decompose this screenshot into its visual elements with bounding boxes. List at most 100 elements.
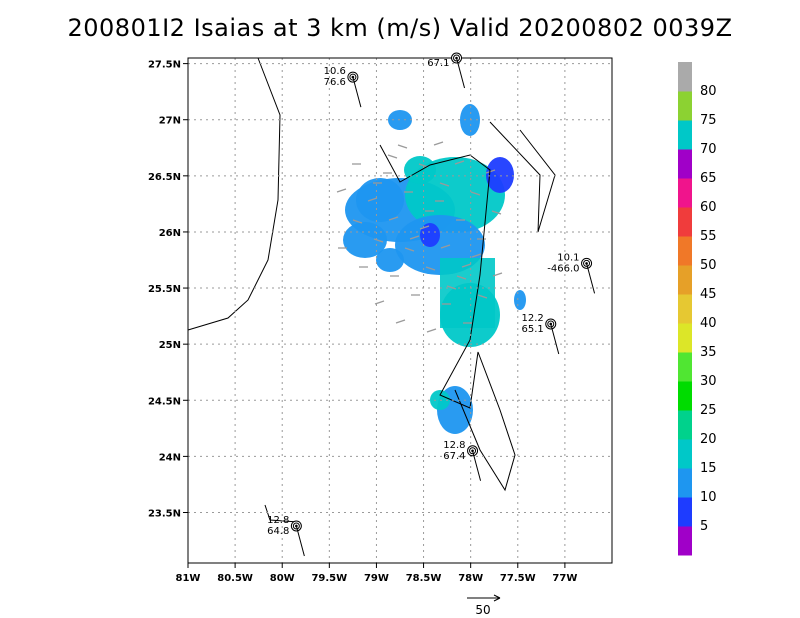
x-tick-label: 77W	[552, 573, 577, 584]
station-ring	[469, 447, 477, 455]
x-tick-label: 78W	[458, 573, 483, 584]
colorbar-swatch	[678, 526, 692, 556]
station-ring	[453, 54, 461, 62]
reference-arrowhead	[493, 594, 501, 602]
wind-vector	[477, 294, 488, 299]
wind-vector	[404, 247, 415, 252]
wind-barb	[550, 323, 560, 355]
echo-patch	[343, 222, 387, 258]
wind-vector	[491, 210, 502, 215]
colorbar: 5 10 15 20 25 30 35 40 45 50 55 60 65 70 75 80	[678, 62, 717, 556]
plot-frame	[187, 57, 613, 564]
y-tick-label: 25N	[159, 340, 181, 351]
colorbar-swatch	[678, 410, 692, 440]
y-tick-label: 27N	[159, 116, 181, 127]
colorbar-swatch	[678, 91, 692, 121]
colorbar-swatch	[678, 294, 692, 324]
wind-vector	[471, 253, 482, 258]
echo-patch	[376, 248, 404, 272]
x-tick-label: 81W	[176, 573, 201, 584]
wind-vector	[352, 219, 363, 224]
colorbar-swatch	[678, 178, 692, 208]
wind-vector	[425, 266, 436, 271]
station-label-bottom: 76.6	[324, 77, 346, 88]
stations: 10.676.667.110.1-466.012.265.112.867.412…	[267, 52, 596, 557]
colorbar-label: 55	[700, 229, 717, 244]
colorbar-label: 50	[700, 258, 717, 273]
y-tick-label: 26.5N	[148, 172, 181, 183]
colorbar-label: 45	[700, 287, 717, 302]
wind-barb	[295, 525, 305, 557]
station-label-bottom: 65.1	[521, 324, 543, 335]
station-marker: 12.864.8	[267, 515, 305, 557]
wind-vector	[440, 244, 451, 249]
station-ring	[547, 320, 555, 328]
station-label-bottom: 64.8	[267, 526, 289, 537]
station-label-top: 12.8	[443, 440, 465, 451]
station-label-bottom: 67.1	[427, 58, 449, 69]
colorbar-swatch	[678, 120, 692, 150]
echo-patch	[486, 157, 514, 193]
colorbar-label: 30	[700, 374, 717, 389]
colorbar-label: 25	[700, 403, 717, 418]
wind-vector	[373, 238, 384, 243]
x-tick-label: 80.5W	[217, 573, 253, 584]
colorbar-swatch	[678, 62, 692, 92]
y-tick-label: 27.5N	[148, 60, 181, 71]
colorbar-swatch	[678, 468, 692, 498]
station-marker: 12.265.1	[521, 313, 560, 355]
wind-vector	[485, 169, 496, 174]
colorbar-swatch	[678, 323, 692, 353]
wind-vector	[374, 300, 385, 305]
reference-label: 50	[475, 603, 490, 617]
grid-lines	[187, 58, 612, 563]
x-tick-label: 79W	[364, 573, 389, 584]
colorbar-swatch	[678, 207, 692, 237]
coastline	[379, 144, 516, 492]
y-tick-label: 26N	[159, 228, 181, 239]
echo-patch	[420, 223, 440, 247]
axis-ticks: 81W 80.5W 80W 79.5W 79W 78.5W 78W 77.5W 77W 23.5N…	[148, 60, 577, 584]
colorbar-label: 20	[700, 432, 717, 447]
echo-patch	[404, 156, 436, 184]
station-ring	[349, 73, 357, 81]
station-label-top: 12.8	[267, 515, 289, 526]
colorbar-label: 65	[700, 171, 717, 186]
colorbar-label: 40	[700, 316, 717, 331]
colorbar-swatch	[678, 381, 692, 411]
wind-vector	[461, 263, 472, 268]
wind-barb	[586, 263, 596, 294]
station-label-bottom: 67.4	[443, 451, 465, 462]
x-tick-label: 79.5W	[311, 573, 347, 584]
wind-barb	[352, 76, 362, 108]
colorbar-swatch	[678, 236, 692, 266]
station-marker: 12.867.4	[443, 440, 482, 481]
colorbar-label: 70	[700, 142, 717, 157]
velocity-field	[336, 104, 526, 434]
wind-vector	[409, 235, 420, 240]
x-tick-label: 77.5W	[500, 573, 536, 584]
wind-barb	[472, 450, 482, 481]
colorbar-swatch	[678, 497, 692, 527]
wind-vector	[397, 144, 408, 149]
y-tick-label: 25.5N	[148, 284, 181, 295]
colorbar-label: 15	[700, 461, 717, 476]
wind-barb	[456, 57, 466, 89]
wind-vector	[336, 188, 347, 193]
echo-patch	[356, 178, 404, 222]
station-ring	[292, 522, 300, 530]
wind-vector	[492, 272, 503, 277]
station-label-bottom: -466.0	[547, 263, 579, 274]
station-label-top: 12.2	[521, 313, 543, 324]
station-marker: 10.1-466.0	[547, 252, 596, 294]
colorbar-label: 60	[700, 200, 717, 215]
colorbar-label: 10	[700, 490, 717, 505]
colorbar-swatch	[678, 352, 692, 382]
wind-vector	[454, 160, 465, 165]
y-tick-label: 23.5N	[148, 509, 181, 520]
coastline	[264, 504, 299, 523]
wind-vector	[456, 275, 467, 280]
colorbar-label: 5	[700, 519, 708, 534]
wind-vector	[388, 216, 399, 221]
